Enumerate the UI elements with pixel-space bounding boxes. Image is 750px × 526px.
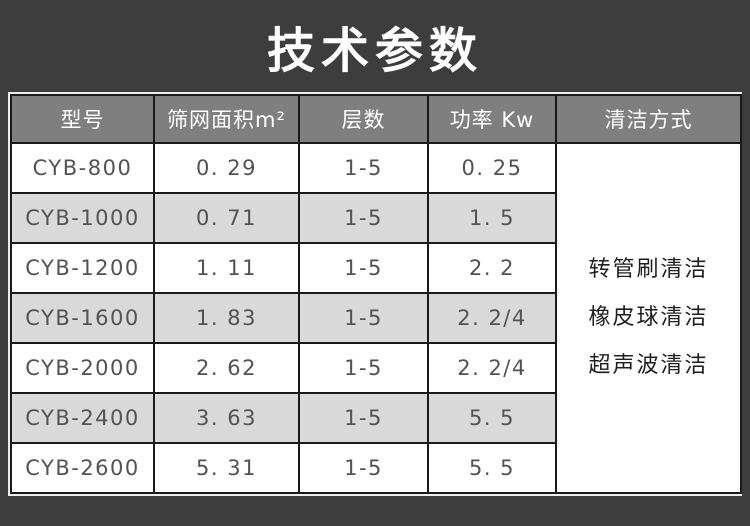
cell-area: 3. 63 (153, 392, 300, 444)
cell-power: 5. 5 (427, 392, 557, 444)
table-row: CYB-1000 0. 71 1-5 1. 5 (10, 192, 741, 244)
cell-layers: 1-5 (298, 292, 429, 344)
cell-area: 2. 62 (153, 342, 300, 394)
header-row: 型号 筛网面积m² 层数 功率 Kw 清洁方式 (10, 94, 742, 144)
spec-table: 型号 筛网面积m² 层数 功率 Kw 清洁方式 CYB-800 0. 29 1-… (10, 94, 742, 494)
table-row: CYB-2000 2. 62 1-5 2. 2/4 (10, 342, 741, 394)
table-row: CYB-2600 5. 31 1-5 5. 5 (10, 442, 741, 494)
col-header-screen-area: 筛网面积m² (153, 94, 300, 144)
table-row: CYB-1200 1. 11 1-5 2. 2 (10, 242, 741, 294)
cell-area: 0. 29 (153, 142, 300, 194)
cell-power: 5. 5 (427, 442, 557, 494)
cell-layers: 1-5 (298, 342, 429, 394)
cell-layers: 1-5 (298, 192, 429, 244)
col-header-cleaning-method: 清洁方式 (555, 94, 742, 144)
cell-power: 2. 2 (427, 242, 557, 294)
col-header-power: 功率 Kw (427, 94, 557, 144)
page-title: 技术参数 (266, 23, 483, 79)
cell-layers: 1-5 (298, 242, 429, 294)
spec-table-frame: 型号 筛网面积m² 层数 功率 Kw 清洁方式 CYB-800 0. 29 1-… (8, 92, 742, 496)
cell-power: 1. 5 (427, 192, 557, 244)
table-row: CYB-1600 1. 83 1-5 2. 2/4 (10, 292, 741, 344)
table-row: CYB-2400 3. 63 1-5 5. 5 (10, 392, 741, 444)
cell-model: CYB-1200 (10, 242, 155, 294)
col-header-layers: 层数 (298, 94, 429, 144)
cleaning-methods-list: 转管刷清洁 橡皮球清洁 超声波清洁 (558, 246, 739, 390)
cell-model: CYB-2000 (10, 342, 155, 394)
cell-model: CYB-800 (10, 142, 155, 194)
cell-layers: 1-5 (298, 442, 429, 494)
cell-power: 2. 2/4 (427, 342, 557, 394)
cleaning-method-item: 转管刷清洁 (588, 257, 709, 282)
cell-power: 0. 25 (427, 142, 557, 194)
table-row: CYB-800 0. 29 1-5 0. 25 转管刷清洁 橡皮球清洁 超声波清… (10, 142, 742, 494)
cell-area: 1. 11 (153, 242, 300, 294)
cell-layers: 1-5 (298, 142, 429, 194)
cell-area: 1. 83 (153, 292, 300, 344)
cell-area: 5. 31 (153, 442, 300, 494)
col-header-model: 型号 (10, 94, 155, 144)
cleaning-methods-merged-cell: 转管刷清洁 橡皮球清洁 超声波清洁 (555, 142, 742, 494)
cell-area: 0. 71 (153, 192, 300, 244)
cell-layers: 1-5 (298, 392, 429, 444)
cell-power: 2. 2/4 (427, 292, 557, 344)
cell-model: CYB-2600 (10, 442, 155, 494)
cleaning-method-item: 橡皮球清洁 (588, 305, 709, 330)
cell-model: CYB-2400 (10, 392, 155, 444)
cell-model: CYB-1600 (10, 292, 155, 344)
cleaning-method-item: 超声波清洁 (588, 353, 709, 378)
cell-model: CYB-1000 (10, 192, 155, 244)
